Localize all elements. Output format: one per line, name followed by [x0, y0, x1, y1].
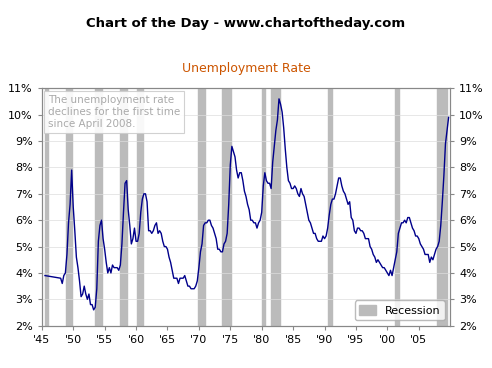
- Text: Chart of the Day - www.chartoftheday.com: Chart of the Day - www.chartoftheday.com: [87, 17, 405, 31]
- Bar: [137, 88, 143, 326]
- Bar: [45, 88, 48, 326]
- Bar: [395, 88, 400, 326]
- Bar: [198, 88, 205, 326]
- Bar: [437, 88, 447, 326]
- Bar: [95, 88, 101, 326]
- Bar: [262, 88, 265, 326]
- Bar: [328, 88, 332, 326]
- Legend: Recession: Recession: [355, 300, 445, 320]
- Text: The unemployment rate
declines for the first time
since April 2008.: The unemployment rate declines for the f…: [48, 95, 180, 129]
- Bar: [271, 88, 280, 326]
- Bar: [121, 88, 126, 326]
- Text: Unemployment Rate: Unemployment Rate: [182, 61, 310, 75]
- Bar: [66, 88, 72, 326]
- Bar: [222, 88, 231, 326]
